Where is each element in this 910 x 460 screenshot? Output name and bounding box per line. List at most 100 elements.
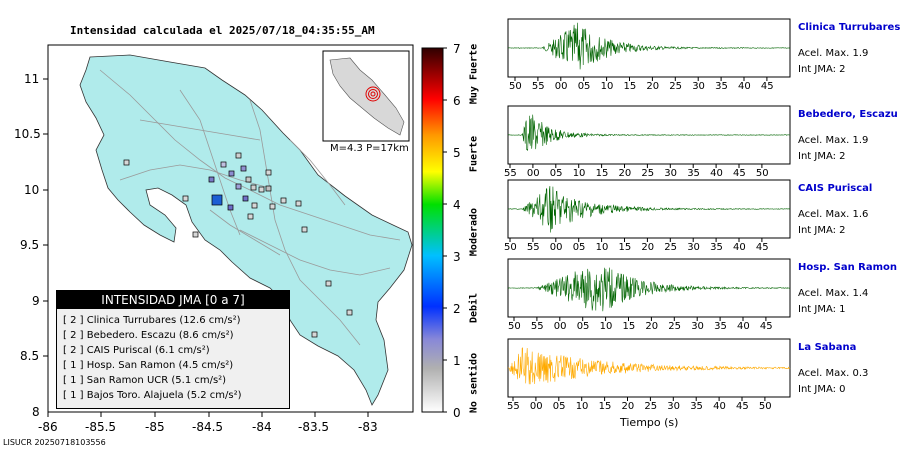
lon-tick: -84.5: [192, 420, 224, 434]
waveform-tick-label: 55: [507, 401, 520, 412]
waveform-tick-label: 45: [755, 242, 769, 253]
station-acel-max: Acel. Max. 0.3: [798, 368, 869, 379]
waveform-tick-label: 45: [759, 321, 773, 332]
station-acel-max: Acel. Max. 1.9: [798, 48, 869, 59]
colorbar-tick: 2: [453, 302, 461, 316]
colorbar-tick: 0: [453, 406, 461, 420]
waveform-tick-label: 10: [572, 168, 586, 179]
waveform-tick-label: 10: [575, 401, 589, 412]
waveform-trace: [508, 22, 791, 70]
waveform-tick-label: 00: [553, 321, 567, 332]
station-acel-max: Acel. Max. 1.4: [798, 288, 869, 299]
waveform-trace: [507, 114, 791, 151]
waveform-tick-label: 55: [531, 81, 545, 92]
inset-landmass: [329, 57, 405, 136]
waveform-tick-label: 10: [595, 242, 609, 253]
waveform-tick-label: 15: [598, 401, 612, 412]
lat-tick: 8: [32, 405, 40, 419]
lon-tick: -85.5: [85, 420, 117, 434]
inset-caption: M=4.3 P=17km: [330, 143, 409, 154]
waveform-tick-label: 00: [549, 242, 563, 253]
legend-item: [ 1 ] San Ramon UCR (5.1 cm/s²): [63, 375, 227, 386]
waveform-tick-label: 20: [618, 168, 632, 179]
waveform-tick-label: 10: [600, 81, 614, 92]
colorbar-tick: 7: [453, 42, 461, 56]
station-name: CAIS Puriscal: [798, 183, 873, 194]
waveform-tick-label: 05: [577, 81, 591, 92]
waveform-tick-label: 45: [760, 81, 774, 92]
waveform-tick-label: 20: [621, 401, 635, 412]
waveform-tick-label: 35: [715, 81, 728, 92]
waveform-tick-label: 25: [644, 401, 658, 412]
station-int-jma: Int JMA: 2: [798, 225, 846, 236]
waveform-tick-label: 05: [576, 321, 590, 332]
lon-tick: -86: [38, 420, 58, 434]
waveform-trace: [507, 267, 791, 312]
footer-id: LISUCR 20250718103556: [3, 438, 106, 447]
colorbar-tick: 4: [453, 198, 461, 212]
lat-tick: 10.5: [14, 127, 41, 141]
waveform-tick-label: 30: [687, 242, 700, 253]
lat-tick: 9: [32, 294, 40, 308]
waveform-tick-label: 15: [618, 242, 632, 253]
waveform-tick-label: 00: [526, 168, 540, 179]
station-name: Bebedero, Escazu: [798, 109, 898, 120]
waveform-tick-label: 25: [641, 168, 655, 179]
waveform-tick-label: 15: [595, 168, 609, 179]
station-acel-max: Acel. Max. 1.9: [798, 135, 869, 146]
waveform-tick-label: 55: [530, 321, 544, 332]
waveform-tick-label: 40: [737, 321, 750, 332]
colorbar-tick: 5: [453, 146, 461, 160]
waveform-tick-label: 05: [572, 242, 586, 253]
waveform-tick-label: 35: [710, 242, 723, 253]
waveform-tick-label: 30: [664, 168, 678, 179]
waveform-tick-label: 35: [687, 168, 700, 179]
waveform-tick-label: 30: [667, 401, 681, 412]
station-int-jma: Int JMA: 2: [798, 151, 846, 162]
lon-tick: -85: [145, 420, 165, 434]
inset-epicenter-marker: [365, 86, 381, 102]
lon-tick: -83.5: [298, 420, 330, 434]
waveform-tick-label: 05: [549, 168, 563, 179]
legend-item: [ 1 ] Bajos Toro. Alajuela (5.2 cm/s²): [63, 390, 242, 401]
station-name: La Sabana: [798, 342, 857, 353]
colorbar: [421, 47, 444, 413]
legend-item: [ 2 ] Bebedero. Escazu (8.6 cm/s²): [63, 330, 234, 341]
map-title: Intensidad calculada el 2025/07/18_04:35…: [70, 24, 375, 37]
waveform-trace: [507, 347, 791, 385]
waveform-tick-label: 40: [733, 242, 746, 253]
waveform-tick-label: 55: [526, 242, 540, 253]
station-markers: [123, 152, 353, 338]
waveform-tick-label: 40: [713, 401, 726, 412]
station-int-jma: Int JMA: 0: [798, 384, 846, 395]
colorbar-tick: 6: [453, 94, 461, 108]
waveform-xlabel: Tiempo (s): [620, 416, 679, 429]
waveform-tick-label: 50: [755, 168, 769, 179]
epicenter-station: [211, 194, 223, 206]
waveform-tick-label: 20: [646, 81, 660, 92]
intensity-legend: INTENSIDAD JMA [0 a 7] [ 2 ] Clinica Tur…: [56, 290, 290, 409]
waveform-tick-label: 55: [504, 168, 517, 179]
waveform-tick-label: 50: [504, 242, 517, 253]
waveform-tick-label: 30: [691, 321, 704, 332]
station-int-jma: Int JMA: 1: [798, 304, 846, 315]
waveform-tick-label: 50: [508, 321, 521, 332]
waveform-tick-label: 20: [641, 242, 655, 253]
costa-rica-landmass: [79, 54, 413, 406]
waveform-tick-label: 00: [554, 81, 568, 92]
lat-tick: 8.5: [20, 349, 40, 363]
colorbar-tick: 3: [453, 250, 461, 264]
colorbar-tick: 1: [453, 354, 461, 368]
waveform-tick-label: 35: [714, 321, 727, 332]
waveform-tick-label: 05: [552, 401, 566, 412]
waveform-tick-label: 50: [758, 401, 772, 412]
waveform-tick-label: 15: [623, 81, 637, 92]
waveform-tick-label: 45: [736, 401, 749, 412]
lat-tick: 10: [24, 183, 40, 197]
station-int-jma: Int JMA: 2: [798, 64, 846, 75]
waveform-tick-label: 10: [599, 321, 613, 332]
waveform-tick-label: 25: [669, 81, 683, 92]
waveform-tick-label: 45: [733, 168, 746, 179]
